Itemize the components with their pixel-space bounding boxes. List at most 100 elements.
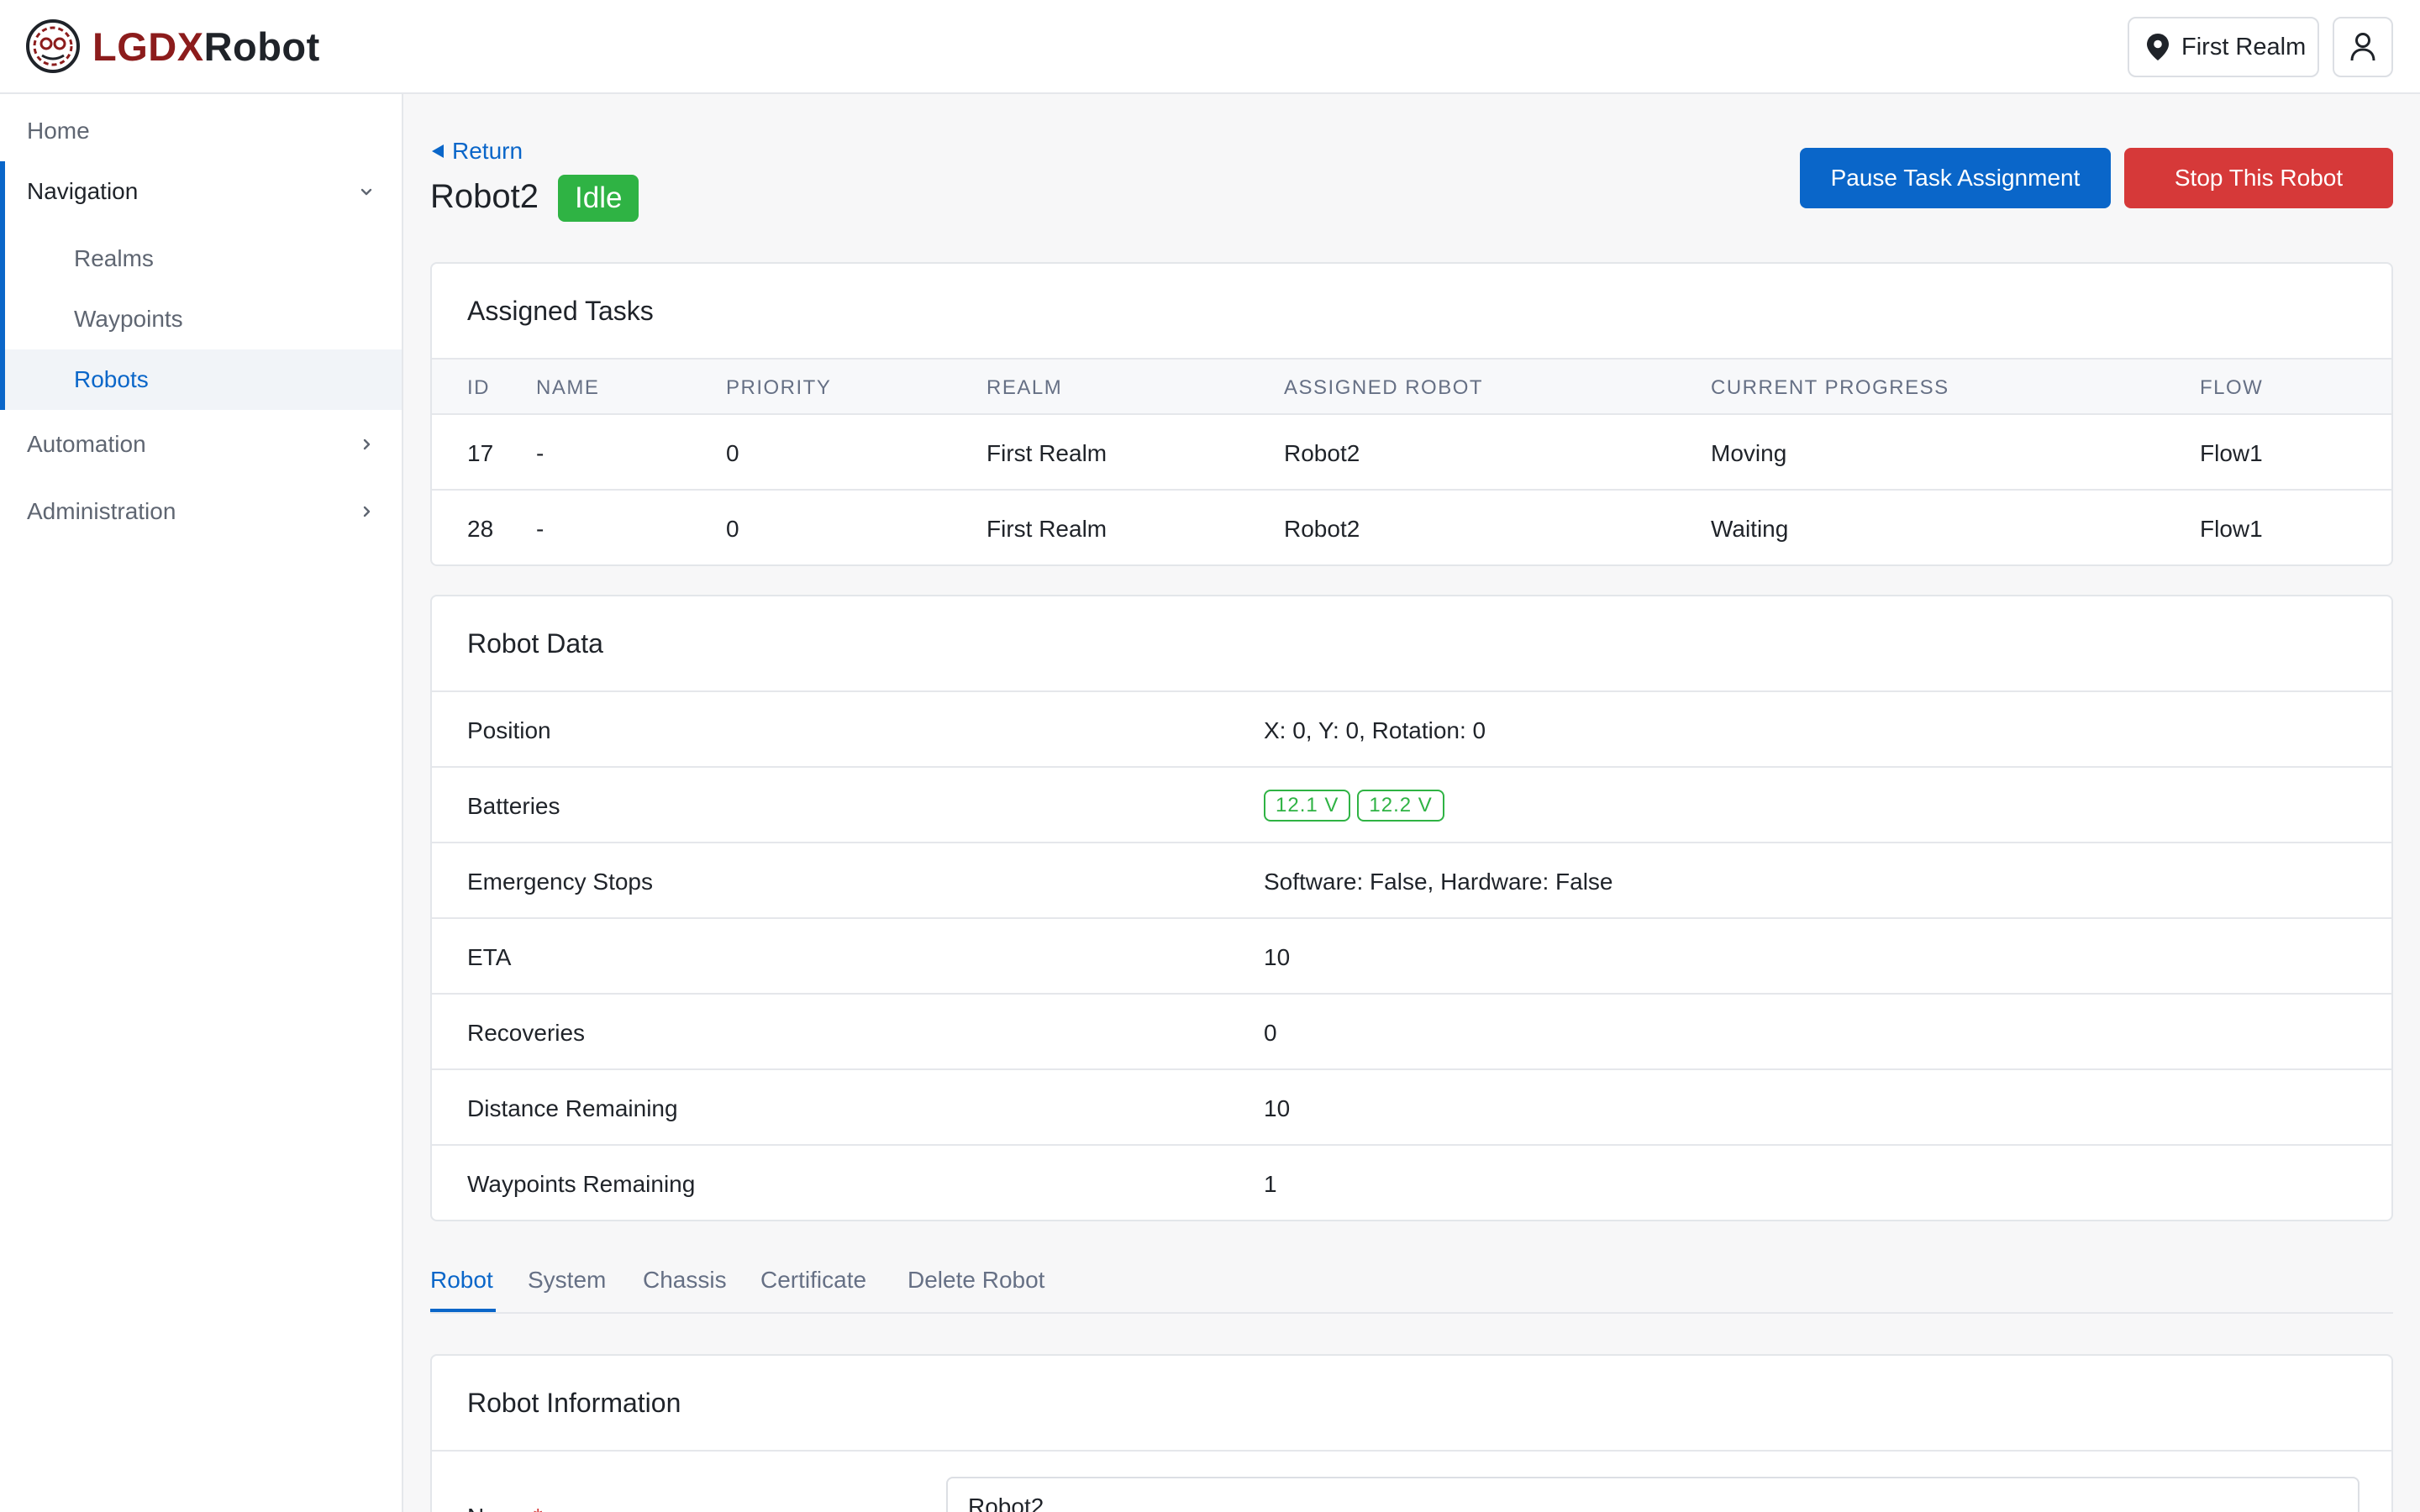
- sidebar-item-label: Realms: [74, 245, 154, 271]
- table-cell: Flow1: [2200, 516, 2263, 542]
- table-row[interactable]: 28 - 0 First Realm Robot2 Waiting Flow1: [432, 491, 2391, 564]
- map-pin-icon: [2147, 34, 2169, 60]
- user-icon: [2350, 33, 2375, 61]
- data-label: Recoveries: [467, 1020, 586, 1046]
- assigned-tasks-card: Assigned Tasks ID NAME PRIORITY REALM AS…: [430, 262, 2393, 566]
- required-marker: *: [534, 1504, 543, 1512]
- return-link-label: Return: [452, 138, 523, 164]
- pause-task-assignment-button[interactable]: Pause Task Assignment: [1800, 148, 2111, 208]
- battery-badge: 12.2 V: [1357, 790, 1444, 822]
- table-cell: 28: [467, 516, 494, 542]
- sidebar-item-label: Waypoints: [74, 306, 183, 332]
- sidebar-item-label: Home: [27, 118, 90, 144]
- robot-information-card: Robot Information Name *: [430, 1354, 2393, 1512]
- table-cell: 0: [726, 440, 739, 466]
- sidebar-item-waypoints[interactable]: Waypoints: [5, 289, 402, 349]
- data-label: Waypoints Remaining: [467, 1171, 696, 1197]
- tab-chassis[interactable]: Chassis: [643, 1267, 727, 1293]
- column-header[interactable]: ASSIGNED ROBOT: [1284, 376, 1484, 399]
- caret-left-icon: [432, 144, 444, 158]
- column-header[interactable]: PRIORITY: [726, 376, 832, 399]
- data-row-position: Position X: 0, Y: 0, Rotation: 0: [432, 692, 2391, 768]
- brand-name-part1: LGDX: [92, 24, 204, 69]
- data-value: 0: [1264, 1020, 1277, 1046]
- chevron-right-icon: [363, 438, 371, 450]
- data-row-distance-remaining: Distance Remaining 10: [432, 1070, 2391, 1146]
- column-header[interactable]: FLOW: [2200, 376, 2264, 399]
- table-header: ID NAME PRIORITY REALM ASSIGNED ROBOT CU…: [432, 360, 2391, 415]
- tab-system[interactable]: System: [528, 1267, 607, 1293]
- sidebar: Home Navigation Realms Waypoints Robots …: [0, 94, 403, 1512]
- top-bar: LGDXRobot First Realm: [0, 0, 2420, 94]
- sidebar-item-label: Robots: [74, 366, 149, 392]
- name-field[interactable]: [946, 1477, 2360, 1512]
- chevron-down-icon: [360, 188, 372, 196]
- data-label: ETA: [467, 944, 512, 970]
- table-cell: 0: [726, 516, 739, 542]
- realm-selector-button[interactable]: First Realm: [2128, 17, 2319, 77]
- column-header[interactable]: ID: [467, 376, 490, 399]
- battery-badge: 12.1 V: [1264, 790, 1351, 822]
- table-cell: Robot2: [1284, 516, 1360, 542]
- chevron-right-icon: [363, 506, 371, 517]
- data-label: Emergency Stops: [467, 869, 653, 895]
- data-value: 1: [1264, 1171, 1277, 1197]
- brand-logo-icon: [26, 19, 80, 73]
- data-row-eta: ETA 10: [432, 919, 2391, 995]
- realm-selector-label: First Realm: [2181, 33, 2307, 60]
- data-row-waypoints-remaining: Waypoints Remaining 1: [432, 1146, 2391, 1220]
- table-cell: 17: [467, 440, 494, 466]
- sidebar-item-navigation[interactable]: Navigation: [0, 161, 402, 222]
- robot-tabs: Robot System Chassis Certificate Delete …: [430, 1258, 2393, 1314]
- battery-list: 12.1 V 12.2 V: [1264, 790, 1444, 822]
- column-header[interactable]: CURRENT PROGRESS: [1711, 376, 1949, 399]
- data-label: Position: [467, 717, 551, 743]
- table-cell: -: [536, 516, 544, 542]
- table-cell: Moving: [1711, 440, 1787, 466]
- table-cell: Waiting: [1711, 516, 1789, 542]
- data-value: 10: [1264, 1095, 1291, 1121]
- sidebar-item-label: Navigation: [27, 178, 139, 204]
- table-row[interactable]: 17 - 0 First Realm Robot2 Moving Flow1: [432, 415, 2391, 491]
- sidebar-item-realms[interactable]: Realms: [5, 228, 402, 289]
- table-cell: First Realm: [986, 440, 1107, 466]
- name-field-label: Name *: [467, 1504, 543, 1512]
- data-label: Distance Remaining: [467, 1095, 678, 1121]
- page-title: Robot2: [430, 178, 539, 215]
- table-cell: -: [536, 440, 544, 466]
- tab-robot[interactable]: Robot: [430, 1267, 493, 1293]
- data-label: Batteries: [467, 793, 560, 819]
- robot-data-card: Robot Data Position X: 0, Y: 0, Rotation…: [430, 595, 2393, 1221]
- sidebar-item-label: Automation: [27, 431, 146, 457]
- table-cell: Flow1: [2200, 440, 2263, 466]
- user-menu-button[interactable]: [2333, 17, 2393, 77]
- tab-delete-robot[interactable]: Delete Robot: [908, 1267, 1045, 1293]
- table-cell: First Realm: [986, 516, 1107, 542]
- return-link[interactable]: Return: [430, 138, 523, 165]
- card-title: Robot Information: [432, 1356, 2391, 1452]
- table-cell: Robot2: [1284, 440, 1360, 466]
- card-title: Robot Data: [432, 596, 2391, 692]
- stop-robot-button[interactable]: Stop This Robot: [2124, 148, 2393, 208]
- data-row-batteries: Batteries 12.1 V 12.2 V: [432, 768, 2391, 843]
- column-header[interactable]: NAME: [536, 376, 600, 399]
- tab-certificate[interactable]: Certificate: [760, 1267, 867, 1293]
- data-value: 10: [1264, 944, 1291, 970]
- card-title: Assigned Tasks: [432, 264, 2391, 360]
- brand-name-part2: Robot: [203, 24, 320, 69]
- data-value: X: 0, Y: 0, Rotation: 0: [1264, 717, 1486, 743]
- sidebar-item-robots[interactable]: Robots: [5, 349, 402, 410]
- active-tab-indicator: [430, 1309, 496, 1312]
- data-row-recoveries: Recoveries 0: [432, 995, 2391, 1070]
- status-badge: Idle: [558, 175, 639, 222]
- sidebar-item-administration[interactable]: Administration: [0, 481, 402, 542]
- column-header[interactable]: REALM: [986, 376, 1063, 399]
- sidebar-item-home[interactable]: Home: [0, 101, 402, 161]
- data-row-emergency-stops: Emergency Stops Software: False, Hardwar…: [432, 843, 2391, 919]
- data-value: Software: False, Hardware: False: [1264, 869, 1613, 895]
- name-field-label-text: Name: [467, 1504, 530, 1512]
- sidebar-item-automation[interactable]: Automation: [0, 414, 402, 475]
- sidebar-item-label: Administration: [27, 498, 176, 524]
- brand[interactable]: LGDXRobot: [25, 18, 320, 74]
- brand-name: LGDXRobot: [92, 24, 320, 70]
